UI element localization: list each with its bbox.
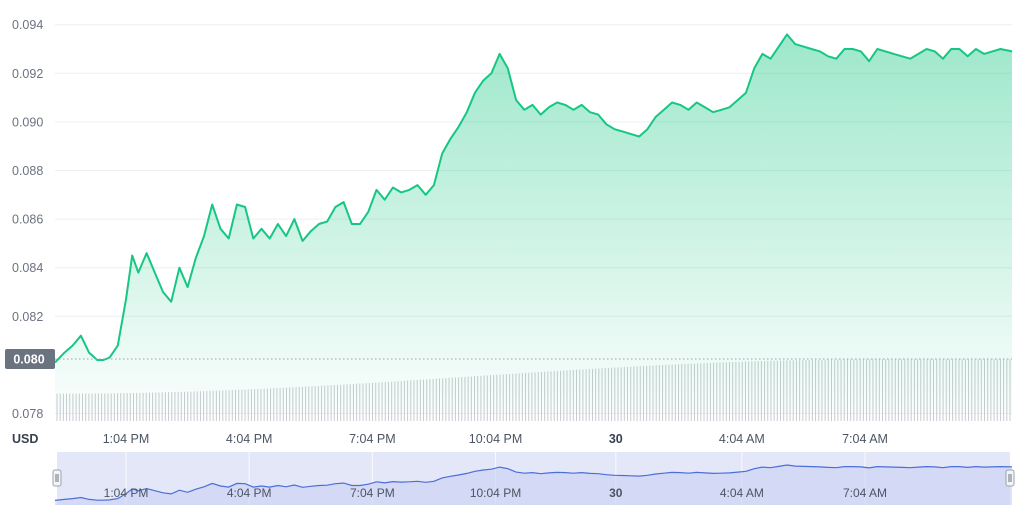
navigator-tick-label: 10:04 PM [470, 486, 521, 500]
navigator-tick-label: 7:04 AM [843, 486, 887, 500]
y-tick-label: 0.092 [12, 67, 43, 81]
navigator-tick-label: 4:04 PM [227, 486, 272, 500]
x-tick-label: 30 [609, 432, 623, 446]
navigator-line [54, 464, 1013, 501]
navigator-area [55, 465, 1012, 505]
x-tick-label: 4:04 AM [719, 432, 765, 446]
currency-label: USD [12, 432, 38, 446]
x-tick-label: 10:04 PM [469, 432, 523, 446]
reference-price-label: 0.080 [13, 353, 44, 367]
navigator-tick-label: 4:04 AM [720, 486, 764, 500]
navigator-left-handle[interactable] [52, 469, 62, 487]
y-tick-label: 0.082 [12, 310, 43, 324]
navigator-tick-label: 30 [609, 486, 623, 500]
navigator[interactable]: 1:04 PM 4:04 PM 7:04 PM 10:04 PM 30 4:04 AM 7:… [52, 452, 1015, 505]
price-line [54, 33, 1013, 364]
price-area-fill [55, 34, 1012, 414]
y-axis: 0.094 0.092 0.090 0.088 0.086 0.084 0.082 0.078 [12, 18, 43, 421]
x-tick-label: 4:04 PM [226, 432, 273, 446]
y-tick-label: 0.084 [12, 261, 43, 275]
x-axis: 1:04 PM 4:04 PM 7:04 PM 10:04 PM 30 4:04 AM 7:… [103, 432, 888, 446]
y-tick-label: 0.086 [12, 213, 43, 227]
reference-price-badge: 0.080 [5, 349, 55, 369]
y-tick-label: 0.094 [12, 18, 43, 32]
navigator-right-handle[interactable] [1005, 469, 1015, 487]
navigator-x-axis: 1:04 PM 4:04 PM 7:04 PM 10:04 PM 30 4:04 AM 7:… [104, 486, 887, 500]
x-tick-label: 1:04 PM [103, 432, 150, 446]
y-tick-label: 0.090 [12, 115, 43, 129]
y-tick-label: 0.078 [12, 407, 43, 421]
price-area [54, 33, 1013, 414]
navigator-tick-label: 7:04 PM [350, 486, 395, 500]
x-tick-label: 7:04 PM [349, 432, 396, 446]
navigator-tick-label: 1:04 PM [104, 486, 149, 500]
x-tick-label: 7:04 AM [842, 432, 888, 446]
y-tick-label: 0.088 [12, 164, 43, 178]
navigator-series [54, 464, 1013, 505]
